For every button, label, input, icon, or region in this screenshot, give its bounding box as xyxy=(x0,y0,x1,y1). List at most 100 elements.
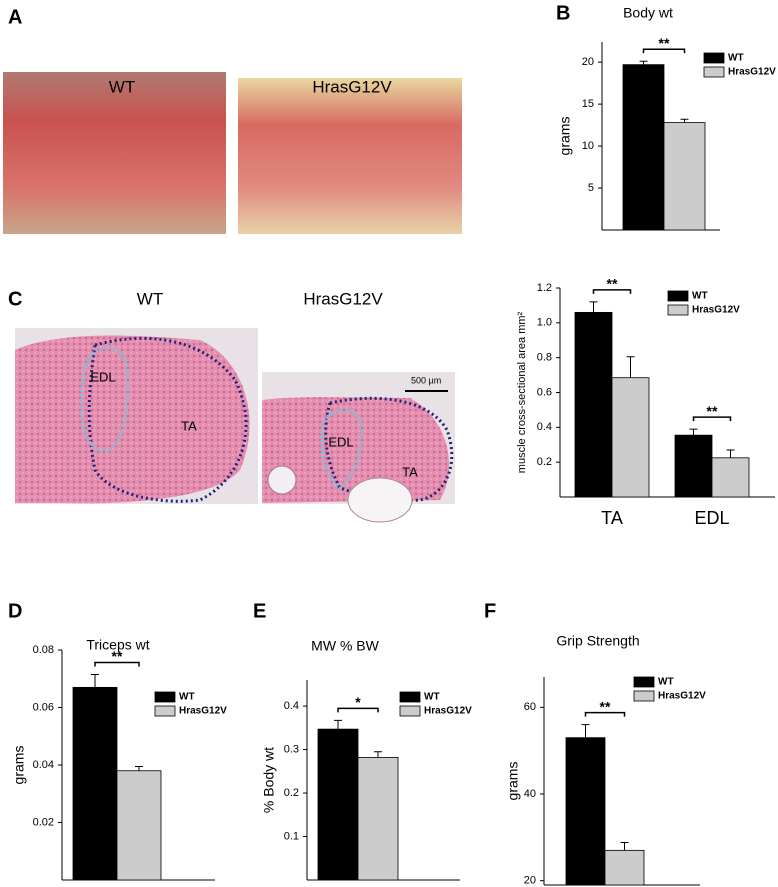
vessel xyxy=(347,477,413,523)
significance-bracket xyxy=(642,48,686,54)
y-tick-label: 15 xyxy=(582,98,594,110)
significance-bracket xyxy=(692,416,732,422)
y-tick-label: 0.3 xyxy=(284,743,299,755)
region-label: TA xyxy=(181,418,197,433)
y-tick-label: 1.2 xyxy=(537,282,552,294)
significance-label: ** xyxy=(600,698,611,714)
y-tick-label: 1.0 xyxy=(537,317,552,329)
y-axis-label: grams xyxy=(11,746,27,785)
legend-swatch xyxy=(154,705,176,717)
panel-label: C xyxy=(8,288,22,310)
error-bar xyxy=(620,842,629,851)
scale-label: 500 µm xyxy=(411,375,441,385)
error-bar xyxy=(726,449,735,458)
y-tick-label: 5 xyxy=(588,182,594,194)
significance-label: ** xyxy=(707,403,718,419)
photo-label: HrasG12V xyxy=(312,77,392,96)
bar xyxy=(663,122,706,231)
error-bar xyxy=(689,428,698,436)
panel-label: F xyxy=(484,600,496,622)
error-bar xyxy=(334,719,342,730)
y-tick-label: 0.4 xyxy=(284,700,299,712)
y-tick-label: 0.6 xyxy=(537,386,552,398)
error-bar xyxy=(680,118,689,123)
legend-label: HrasG12V xyxy=(728,67,776,78)
significance-bracket xyxy=(584,711,626,717)
y-tick-label: 0.4 xyxy=(537,421,552,433)
edl-outline xyxy=(320,408,364,490)
significance-bracket xyxy=(94,661,140,667)
legend-swatch xyxy=(399,705,421,717)
y-tick-label: 0.2 xyxy=(537,456,552,468)
x-tick-label: EDL xyxy=(694,508,729,528)
y-tick-label: 0.2 xyxy=(284,787,299,799)
panel-label: E xyxy=(253,600,266,622)
panel-label: A xyxy=(8,6,22,28)
error-bar xyxy=(581,724,590,738)
y-tick-label: 0.04 xyxy=(33,759,54,771)
y-tick-label: 20 xyxy=(524,875,536,887)
legend-label: WT xyxy=(658,677,674,688)
region-label: TA xyxy=(402,464,418,479)
photo-label: WT xyxy=(109,77,135,96)
muscle-section xyxy=(262,397,450,503)
legend-label: WT xyxy=(179,692,195,703)
x-tick-label: TA xyxy=(601,508,623,528)
significance-label: ** xyxy=(607,276,618,292)
error-bar xyxy=(91,673,99,688)
y-axis-label: muscle cross-sectional area mm² xyxy=(516,311,528,473)
bar xyxy=(317,728,359,881)
y-tick-label: 0.8 xyxy=(537,352,552,364)
chart-title: Grip Strength xyxy=(556,633,639,649)
region-label: EDL xyxy=(328,434,353,449)
chart-title: MW % BW xyxy=(311,638,379,654)
region-label: EDL xyxy=(90,369,115,384)
bar xyxy=(674,434,713,498)
panel-label: B xyxy=(556,2,570,24)
y-axis-label: % Body wt xyxy=(261,747,277,813)
legend-label: WT xyxy=(728,53,744,64)
bar xyxy=(604,849,645,886)
y-tick-label: 0.06 xyxy=(33,701,54,713)
y-tick-label: 60 xyxy=(524,701,536,713)
legend-label: HrasG12V xyxy=(424,706,472,717)
significance-bracket xyxy=(337,707,379,713)
y-tick-label: 20 xyxy=(582,56,594,68)
legend-label: HrasG12V xyxy=(179,706,227,717)
legend-swatch xyxy=(399,691,421,703)
error-bar xyxy=(374,751,382,758)
legend-swatch xyxy=(667,304,689,316)
legend-swatch xyxy=(703,66,725,78)
y-tick-label: 0.1 xyxy=(284,830,299,842)
error-bar xyxy=(589,301,598,313)
vessel xyxy=(267,465,297,495)
legend-swatch xyxy=(154,691,176,703)
y-tick-label: 40 xyxy=(524,788,536,800)
bar xyxy=(72,686,118,881)
legend-label: WT xyxy=(692,291,708,302)
y-axis-label: grams xyxy=(557,117,573,156)
y-tick-label: 10 xyxy=(582,140,594,152)
error-bar xyxy=(639,60,648,65)
legend-swatch xyxy=(633,690,655,702)
significance-label: ** xyxy=(659,35,670,51)
panel-label: D xyxy=(8,600,22,622)
bar xyxy=(574,311,613,498)
bar xyxy=(711,457,750,498)
legend-label: HrasG12V xyxy=(658,691,706,702)
photo-label: HrasG12V xyxy=(303,289,383,308)
photo xyxy=(238,78,462,234)
photo xyxy=(3,72,226,234)
legend-swatch xyxy=(667,290,689,302)
legend-swatch xyxy=(703,52,725,64)
edl-outline xyxy=(79,346,130,453)
bar xyxy=(611,377,650,498)
bar xyxy=(622,64,665,231)
y-tick-label: 0.08 xyxy=(33,644,54,656)
legend-label: HrasG12V xyxy=(692,305,740,316)
legend-label: WT xyxy=(424,692,440,703)
significance-label: * xyxy=(355,694,361,710)
chart-title: Triceps wt xyxy=(86,637,149,653)
ta-outline xyxy=(324,396,454,502)
